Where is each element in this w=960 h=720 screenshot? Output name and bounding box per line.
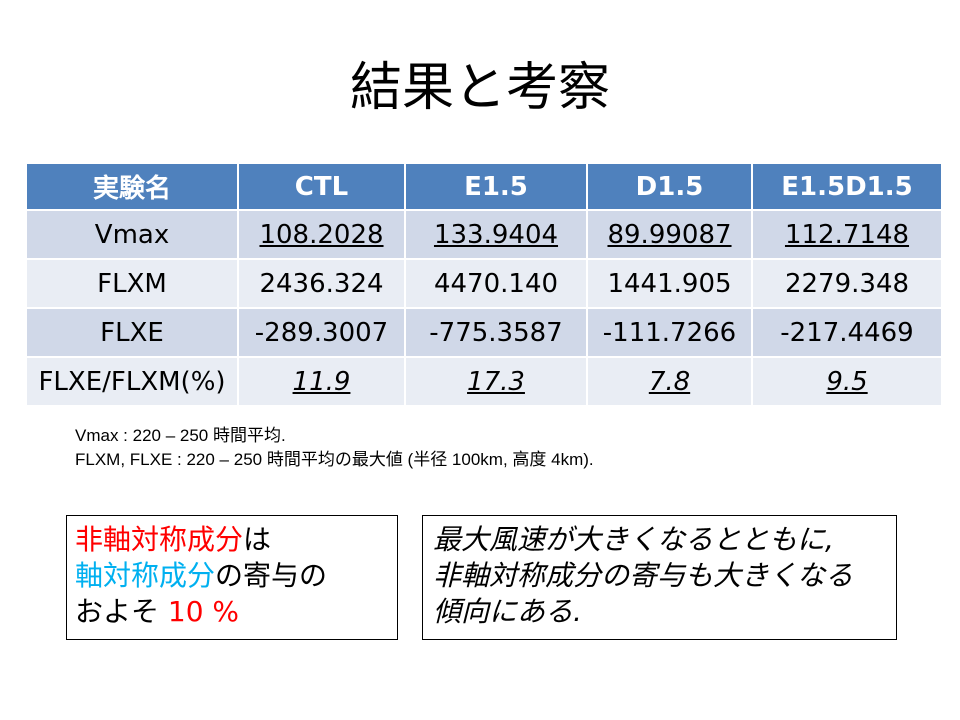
table-cell: 7.8 <box>587 357 753 406</box>
table-cell: 2436.324 <box>238 259 406 308</box>
table-row-vmax: Vmax 108.2028 133.9404 89.99087 112.7148 <box>27 210 941 259</box>
table-cell: 17.3 <box>405 357 588 406</box>
slide-title: 結果と考察 <box>349 58 610 118</box>
note-vmax: Vmax : 220 – 250 時間平均. <box>75 426 286 445</box>
row-label: FLXM <box>27 259 239 308</box>
table-row-ratio: FLXE/FLXM(%) 11.9 17.3 7.8 9.5 <box>27 357 941 406</box>
row-label: Vmax <box>27 210 239 259</box>
highlight-percentage: 10 % <box>167 595 240 628</box>
table-cell: 9.5 <box>752 357 941 406</box>
table-cell: 89.99087 <box>587 210 753 259</box>
header-e1-5: E1.5 <box>405 164 588 210</box>
conclusion-box-right: 最大風速が大きくなるとともに, 非軸対称成分の寄与も大きくなる 傾向にある. <box>422 515 897 640</box>
table-notes: Vmax : 220 – 250 時間平均. FLXM, FLXE : 220 … <box>75 424 594 472</box>
results-table: 実験名 CTL E1.5 D1.5 E1.5D1.5 Vmax 108.2028… <box>27 164 941 407</box>
table-cell: 108.2028 <box>238 210 406 259</box>
table-cell: 4470.140 <box>405 259 588 308</box>
table-cell: -217.4469 <box>752 308 941 357</box>
discussion-line-2: 非軸対称成分の寄与も大きくなる <box>433 559 854 592</box>
table-cell: -775.3587 <box>405 308 588 357</box>
row-label: FLXE/FLXM(%) <box>27 357 239 406</box>
header-ctl: CTL <box>238 164 406 210</box>
text-fragment: は <box>243 523 272 556</box>
conclusion-line-2: 軸対称成分の寄与の <box>75 558 389 594</box>
table-row-flxm: FLXM 2436.324 4470.140 1441.905 2279.348 <box>27 259 941 308</box>
header-d1-5: D1.5 <box>587 164 753 210</box>
table-cell: 133.9404 <box>405 210 588 259</box>
text-fragment: およそ <box>75 595 168 628</box>
table-cell: -289.3007 <box>238 308 406 357</box>
discussion-line-1: 最大風速が大きくなるとともに, <box>433 523 834 556</box>
table-row-flxe: FLXE -289.3007 -775.3587 -111.7266 -217.… <box>27 308 941 357</box>
conclusion-line-3: およそ 10 % <box>75 594 389 630</box>
header-e1-5d1-5: E1.5D1.5 <box>752 164 941 210</box>
row-label: FLXE <box>27 308 239 357</box>
table-header-row: 実験名 CTL E1.5 D1.5 E1.5D1.5 <box>27 164 941 210</box>
discussion-line-3: 傾向にある. <box>433 595 582 628</box>
conclusion-box-left: 非軸対称成分は 軸対称成分の寄与の およそ 10 % <box>66 515 398 640</box>
table-cell: 2279.348 <box>752 259 941 308</box>
table-cell: 11.9 <box>238 357 406 406</box>
table-cell: 1441.905 <box>587 259 753 308</box>
header-experiment-name: 実験名 <box>27 164 239 210</box>
note-flux: FLXM, FLXE : 220 – 250 時間平均の最大値 (半径 100k… <box>75 450 594 469</box>
highlight-non-axisymmetric: 非軸対称成分 <box>75 523 244 556</box>
table-cell: -111.7266 <box>587 308 753 357</box>
table-cell: 112.7148 <box>752 210 941 259</box>
highlight-axisymmetric: 軸対称成分 <box>75 559 216 592</box>
text-fragment: の寄与の <box>215 559 328 592</box>
conclusion-line-1: 非軸対称成分は <box>75 522 389 558</box>
